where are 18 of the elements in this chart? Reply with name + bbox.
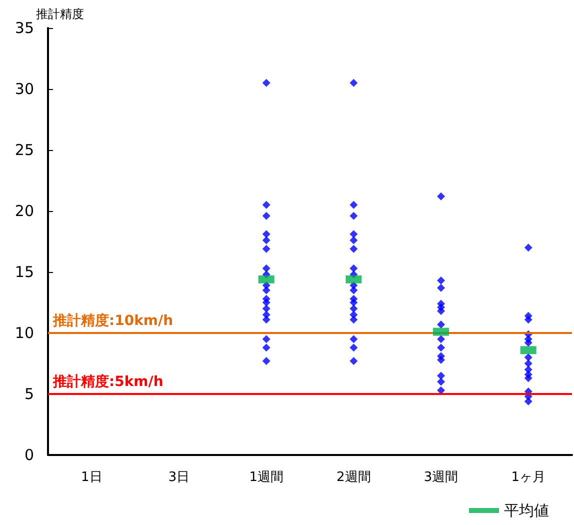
legend-label: 平均値	[504, 502, 549, 520]
x-tick-label: 1日	[81, 470, 102, 485]
x-tick-label: 3週間	[424, 470, 458, 485]
y-tick-label: 5	[24, 385, 34, 403]
x-tick-label: 3日	[168, 470, 190, 485]
y-tick-label: 35	[14, 19, 34, 37]
x-tick-label: 2週間	[336, 470, 371, 485]
y-axis-title: 推計精度	[36, 7, 84, 21]
y-tick-label: 25	[14, 141, 34, 159]
ref-line-label: 推計精度:10km/h	[52, 312, 174, 329]
ref-line-label: 推計精度:5km/h	[52, 373, 164, 390]
y-tick-label: 0	[24, 446, 34, 464]
y-tick-label: 15	[14, 263, 34, 281]
y-tick-label: 20	[14, 202, 34, 220]
y-tick-label: 30	[14, 80, 34, 98]
x-tick-label: 1週間	[249, 470, 284, 485]
x-tick-label: 1ヶ月	[511, 470, 546, 485]
y-tick-label: 10	[14, 324, 34, 342]
